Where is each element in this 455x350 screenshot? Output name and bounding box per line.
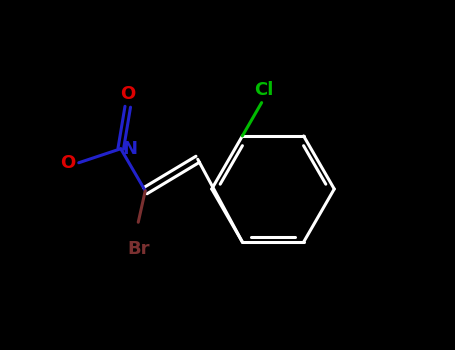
Text: Br: Br bbox=[127, 240, 150, 258]
Text: O: O bbox=[60, 154, 75, 172]
Text: N: N bbox=[122, 140, 137, 158]
Text: Cl: Cl bbox=[254, 81, 273, 99]
Text: O: O bbox=[120, 85, 136, 103]
